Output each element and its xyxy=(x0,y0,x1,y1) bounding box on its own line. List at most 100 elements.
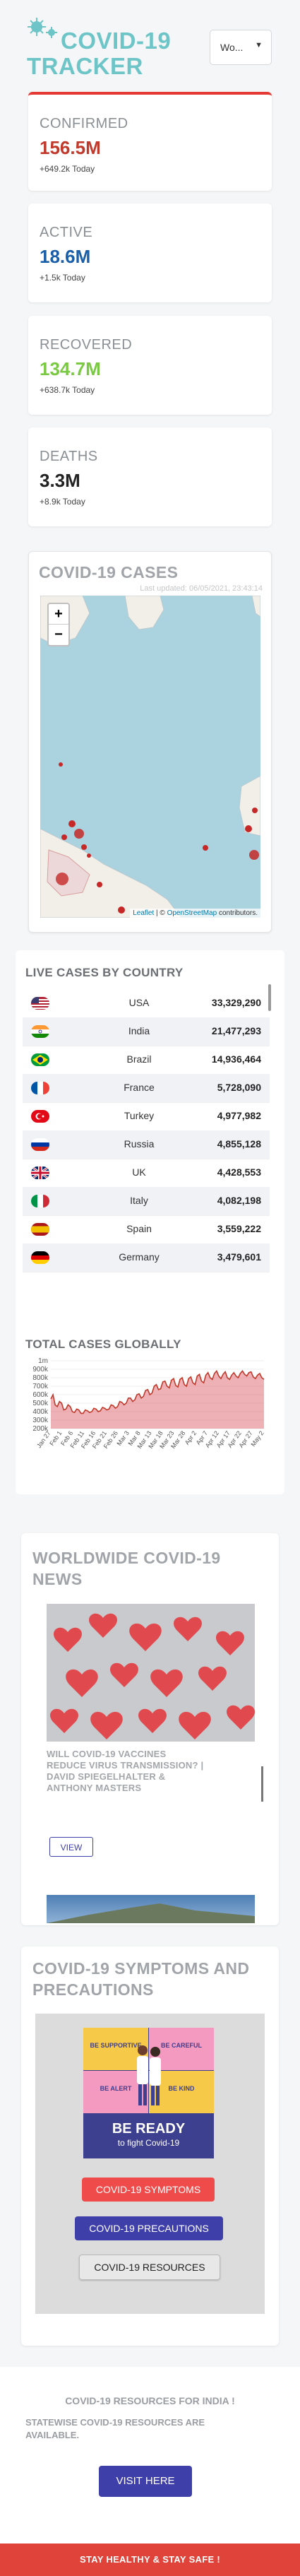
zoom-out-button[interactable]: − xyxy=(54,627,63,642)
case-marker[interactable] xyxy=(61,834,67,840)
symptoms-card: COVID-19 SYMPTOMS AND PRECAUTIONS BE SUP… xyxy=(21,1946,279,2346)
india-resources-subtitle: STATEWISE COVID-19 RESOURCES ARE AVAILAB… xyxy=(25,2416,205,2442)
case-marker[interactable] xyxy=(87,853,91,858)
news-image[interactable] xyxy=(47,1604,255,1742)
case-marker[interactable] xyxy=(118,906,125,914)
country-count: 14,936,464 xyxy=(211,1053,261,1065)
view-button[interactable]: VIEW xyxy=(49,1837,93,1857)
stat-card-confirmed: CONFIRMED 156.5M +649.2k Today xyxy=(28,92,272,191)
india-subtitle-line1: STATEWISE COVID-19 RESOURCES ARE xyxy=(25,2417,205,2428)
table-row[interactable]: Germany 3,479,601 xyxy=(23,1243,270,1272)
poster-banner-title: BE READY xyxy=(112,2121,186,2137)
country-name: UK xyxy=(132,1166,146,1178)
table-row[interactable]: UK 4,428,553 xyxy=(23,1159,270,1188)
turkey-flag-icon xyxy=(31,1110,49,1123)
news-headline-line2: REDUCE VIRUS TRANSMISSION? | xyxy=(47,1760,204,1771)
table-row[interactable]: Spain 3,559,222 xyxy=(23,1215,270,1244)
spain-flag-icon xyxy=(31,1223,49,1236)
chevron-down-icon: ▼ xyxy=(255,41,263,49)
country-select-value: Wo... xyxy=(220,42,244,53)
mountain-image xyxy=(47,1903,255,1923)
leaflet-link[interactable]: Leaflet xyxy=(133,909,155,917)
country-name: India xyxy=(128,1025,150,1036)
italy-flag-icon xyxy=(31,1195,49,1207)
resources-button[interactable]: COVID-19 RESOURCES xyxy=(79,2255,220,2280)
precautions-button[interactable]: COVID-19 PRECAUTIONS xyxy=(75,2216,223,2240)
stat-card-deaths: DEATHS 3.3M +8.9k Today xyxy=(28,427,272,526)
news-title-line1: WORLDWIDE COVID-19 xyxy=(32,1549,221,1567)
next-news-image[interactable] xyxy=(47,1895,255,1923)
symptoms-button[interactable]: COVID-19 SYMPTOMS xyxy=(82,2178,215,2202)
news-title: WORLDWIDE COVID-19 NEWS xyxy=(32,1547,221,1590)
map-land xyxy=(40,596,260,918)
stat-today: +638.7k Today xyxy=(40,385,95,395)
chart-series-line xyxy=(50,1369,265,1414)
news-headline[interactable]: WILL COVID-19 VACCINES REDUCE VIRUS TRAN… xyxy=(47,1749,203,1794)
case-marker[interactable] xyxy=(74,829,84,839)
map-attribution: Leaflet | © OpenStreetMap contributors. xyxy=(130,909,260,918)
zoom-in-button[interactable]: + xyxy=(49,604,68,625)
india-flag-icon xyxy=(31,1025,49,1038)
osm-link[interactable]: OpenStreetMap xyxy=(167,909,217,917)
news-title-line2: NEWS xyxy=(32,1570,83,1588)
case-marker[interactable] xyxy=(81,844,87,850)
symptoms-title-line1: COVID-19 SYMPTOMS AND xyxy=(32,1959,250,1978)
country-select[interactable]: Wo... ▼ xyxy=(210,30,272,65)
country-count: 21,477,293 xyxy=(211,1025,261,1036)
virus-logo-icon xyxy=(28,18,57,38)
table-row[interactable]: Russia 4,855,128 xyxy=(23,1130,270,1159)
case-marker[interactable] xyxy=(252,808,258,813)
y-tick-label: 400k xyxy=(32,1408,49,1416)
y-tick-label: 300k xyxy=(32,1417,49,1424)
table-row[interactable]: Brazil 14,936,464 xyxy=(23,1046,270,1075)
header: COVID-19 TRACKER Wo... ▼ xyxy=(0,0,300,85)
france-flag-icon xyxy=(31,1082,49,1094)
symptoms-title-line2: PRECAUTIONS xyxy=(32,1980,154,1999)
table-row[interactable]: USA 33,329,290 xyxy=(23,989,270,1018)
be-ready-poster: BE SUPPORTIVE BE CAREFUL BE ALERT BE KIN… xyxy=(83,2028,214,2158)
stat-value: 156.5M xyxy=(40,137,101,158)
world-map[interactable]: + − Leaflet | © OpenStreetMap contributo… xyxy=(40,596,260,918)
y-tick-label: 1m xyxy=(38,1358,48,1365)
doctors-illustration xyxy=(137,2045,161,2105)
case-marker[interactable] xyxy=(249,850,259,860)
table-row[interactable]: France 5,728,090 xyxy=(23,1074,270,1103)
country-name: Italy xyxy=(130,1195,148,1206)
footer: STAY HEALTHY & STAY SAFE ! xyxy=(0,2543,300,2576)
country-name: Russia xyxy=(124,1138,155,1150)
news-scrollbar[interactable] xyxy=(261,1766,263,1802)
case-marker[interactable] xyxy=(56,873,68,885)
live-cases-title: LIVE CASES BY COUNTRY xyxy=(25,966,184,979)
case-marker[interactable] xyxy=(245,825,252,832)
attribution-text: contributors. xyxy=(217,909,258,917)
country-count: 4,977,982 xyxy=(217,1110,261,1121)
news-headline-line4: ANTHONY MASTERS xyxy=(47,1783,142,1793)
table-row[interactable]: Italy 4,082,198 xyxy=(23,1187,270,1216)
case-marker[interactable] xyxy=(203,845,208,851)
table-row[interactable]: Turkey 4,977,982 xyxy=(23,1102,270,1131)
visit-here-button[interactable]: VISIT HERE xyxy=(99,2466,192,2497)
country-name: Spain xyxy=(126,1223,152,1234)
case-marker[interactable] xyxy=(97,882,102,887)
case-marker[interactable] xyxy=(68,820,76,827)
stat-value: 3.3M xyxy=(40,470,80,491)
table-row[interactable]: India 21,477,293 xyxy=(23,1017,270,1046)
stat-value: 18.6M xyxy=(40,246,91,267)
country-count: 4,082,198 xyxy=(217,1195,261,1206)
country-count: 3,479,601 xyxy=(217,1251,261,1263)
news-card: WORLDWIDE COVID-19 NEWS xyxy=(21,1533,279,1925)
poster-banner-subtitle: to fight Covid-19 xyxy=(117,2138,180,2148)
map-card: COVID-19 CASES Last updated: 06/05/2021,… xyxy=(28,551,272,933)
map-title: COVID-19 CASES xyxy=(39,563,179,581)
uk-flag-icon xyxy=(31,1166,49,1179)
case-marker[interactable] xyxy=(59,762,63,767)
chart-area xyxy=(51,1371,264,1429)
y-tick-label: 600k xyxy=(32,1391,49,1399)
hearts-wall-image xyxy=(47,1604,255,1742)
russia-flag-icon xyxy=(31,1138,49,1151)
table-scrollbar[interactable] xyxy=(268,984,271,1011)
country-name: Germany xyxy=(119,1251,160,1263)
stat-label: ACTIVE xyxy=(40,225,93,240)
germany-flag-icon xyxy=(31,1251,49,1264)
